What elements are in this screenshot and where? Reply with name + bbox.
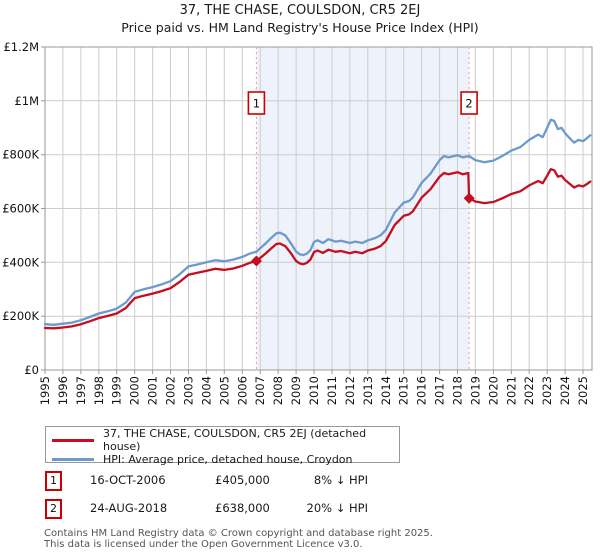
- x-tick-label: 2018: [451, 376, 465, 405]
- sale-1-price: £405,000: [215, 473, 270, 487]
- price-history-chart: 1995 1996 1997 1998 1999 2000 2001 2002 2003 2004…: [2, 40, 593, 405]
- sale-2-number-badge: 2: [45, 499, 62, 519]
- license-footer: Contains HM Land Registry data © Crown c…: [44, 528, 433, 550]
- y-tick-label: £200K: [2, 309, 39, 323]
- x-tick-label: 1995: [38, 376, 52, 405]
- y-tick-label: £800K: [2, 148, 39, 162]
- sale-2-price: £638,000: [215, 501, 270, 515]
- y-tick-label: £1.2M: [3, 40, 39, 54]
- legend-row-hpi: HPI: Average price, detached house, Croy…: [52, 453, 399, 466]
- x-tick-label: 2004: [199, 376, 213, 405]
- legend-label-hpi: HPI: Average price, detached house, Croy…: [103, 453, 353, 466]
- sale-1-point: [250, 255, 262, 267]
- x-tick-label: 2007: [253, 376, 267, 405]
- x-tick-label: 2010: [307, 376, 321, 405]
- x-tick-label: 2023: [540, 376, 554, 405]
- sale-2-row: 2 24-AUG-2018 £638,000 20% ↓ HPI: [45, 499, 390, 520]
- x-tick-label: 2013: [361, 376, 375, 405]
- sale-1-row: 1 16-OCT-2006 £405,000 8% ↓ HPI: [45, 471, 390, 492]
- x-tick-label: 2021: [504, 376, 518, 405]
- x-tick-label: 2009: [289, 376, 303, 405]
- legend-row-price: 37, THE CHASE, COULSDON, CR5 2EJ (detach…: [52, 427, 399, 453]
- sale-2-marker-box: [460, 91, 478, 115]
- sale-1-number-badge: 1: [45, 471, 62, 491]
- x-tick-label: 2016: [415, 376, 429, 405]
- sale-2-hpi-delta: 20% ↓ HPI: [306, 501, 368, 515]
- x-tick-label: 2000: [128, 376, 142, 405]
- x-tick-label: 2011: [325, 376, 339, 405]
- x-tick-label: 2019: [468, 376, 482, 405]
- price-paid-line: [43, 168, 592, 330]
- page-subtitle: Price paid vs. HM Land Registry's House …: [121, 20, 479, 35]
- x-tick-label: 2014: [379, 376, 393, 405]
- x-tick-label: 1998: [92, 376, 106, 405]
- y-tick-label: £0: [24, 363, 39, 377]
- plot-border: [44, 46, 593, 371]
- x-tick-label: 2006: [235, 376, 249, 405]
- x-tick-label: 2024: [558, 376, 572, 405]
- x-tick-label: 2025: [576, 376, 590, 405]
- x-tick-label: 2002: [164, 376, 178, 405]
- x-tick-label: 2015: [397, 376, 411, 405]
- hpi-line-swatch: [52, 458, 94, 461]
- x-tick-label: 1999: [110, 376, 124, 405]
- sale-2-date: 24-AUG-2018: [90, 501, 168, 515]
- sale-2-marker-number: 2: [465, 97, 472, 111]
- hpi-line: [43, 118, 592, 326]
- sale-1-date: 16-OCT-2006: [90, 473, 166, 487]
- x-tick-label: 2001: [146, 376, 160, 405]
- sale-1-marker-number: 1: [253, 97, 260, 111]
- sale-1-marker-box: [247, 91, 266, 115]
- footer-line-1: Contains HM Land Registry data © Crown c…: [44, 528, 433, 539]
- sale-2-point: [463, 192, 475, 204]
- x-tick-label: 1996: [56, 376, 70, 405]
- x-tick-label: 1997: [74, 376, 88, 405]
- chart-legend: 37, THE CHASE, COULSDON, CR5 2EJ (detach…: [45, 426, 400, 466]
- page-title: 37, THE CHASE, COULSDON, CR5 2EJ: [179, 3, 421, 18]
- x-tick-label: 2005: [217, 376, 231, 405]
- sale-1-hpi-delta: 8% ↓ HPI: [313, 473, 368, 487]
- x-tick-label: 2020: [486, 376, 500, 405]
- x-tick-label: 2017: [433, 376, 447, 405]
- y-tick-label: £400K: [2, 255, 39, 269]
- legend-label-price: 37, THE CHASE, COULSDON, CR5 2EJ (detach…: [103, 427, 367, 453]
- y-tick-label: £600K: [2, 202, 39, 216]
- x-tick-label: 2012: [343, 376, 357, 405]
- x-tick-label: 2008: [271, 376, 285, 405]
- x-tick-label: 2022: [522, 376, 536, 405]
- x-tick-label: 2003: [182, 376, 196, 405]
- price-line-swatch: [52, 438, 94, 442]
- footer-line-2: This data is licensed under the Open Gov…: [44, 539, 363, 550]
- y-tick-label: £1M: [14, 94, 39, 108]
